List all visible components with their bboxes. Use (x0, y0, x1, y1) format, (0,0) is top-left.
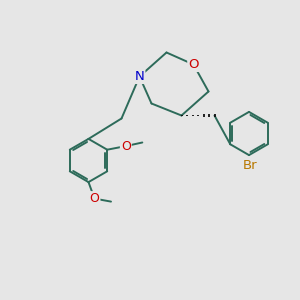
Text: O: O (188, 58, 199, 71)
Text: N: N (135, 70, 144, 83)
Text: Br: Br (243, 159, 258, 172)
Text: O: O (121, 140, 131, 153)
Text: O: O (90, 192, 99, 205)
